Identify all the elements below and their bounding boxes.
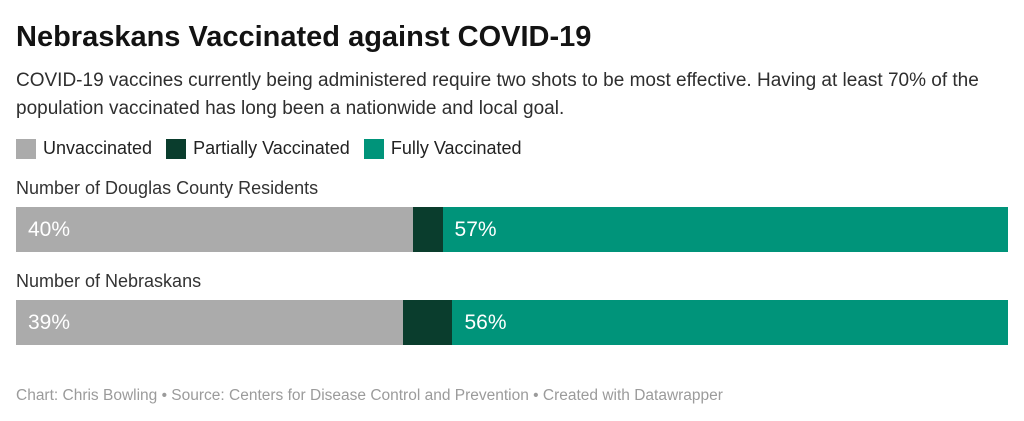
chart-title: Nebraskans Vaccinated against COVID-19 (16, 21, 592, 53)
bar-row-label: Number of Nebraskans (16, 271, 202, 291)
bar-value-label: 57% (454, 217, 497, 241)
stacked-bar-douglas-county: 40% 57% (16, 207, 1008, 252)
bar-value-label: 40% (28, 217, 71, 241)
legend-item-fully-vaccinated: Fully Vaccinated (363, 138, 522, 159)
legend-label-unvaccinated: Unvaccinated (43, 138, 153, 158)
bar-segment-unvaccinated: 40% (16, 207, 413, 252)
bar-row-douglas-county: Number of Douglas County Residents 40% 5… (16, 178, 1008, 252)
legend-swatch-fully-vaccinated (363, 138, 384, 159)
legend-label-partially-vaccinated: Partially Vaccinated (193, 138, 350, 158)
bar-segment-unvaccinated: 39% (16, 300, 403, 345)
chart-description: COVID-19 vaccines currently being admini… (16, 70, 979, 119)
bar-segment-fully-vaccinated: 56% (452, 300, 1008, 345)
bar-segment-partially-vaccinated (402, 300, 453, 345)
legend: Unvaccinated Partially Vaccinated Fully … (16, 138, 1008, 159)
legend-label-fully-vaccinated: Fully Vaccinated (390, 138, 522, 158)
credit-line: Chart: Chris Bowling • Source: Centers f… (16, 387, 723, 404)
legend-item-unvaccinated: Unvaccinated (16, 138, 152, 159)
bar-segment-partially-vaccinated (412, 207, 443, 252)
legend-item-partially-vaccinated: Partially Vaccinated (166, 138, 350, 159)
stacked-bar-nebraskans: 39% 56% (16, 300, 1008, 345)
bar-row-nebraskans: Number of Nebraskans 39% 56% (16, 271, 1008, 345)
bar-segment-fully-vaccinated: 57% (442, 207, 1008, 252)
legend-swatch-unvaccinated (16, 138, 36, 159)
legend-swatch-partially-vaccinated (166, 138, 187, 159)
bar-row-label: Number of Douglas County Residents (16, 178, 319, 198)
bar-value-label: 56% (464, 310, 507, 334)
bar-value-label: 39% (28, 310, 71, 334)
